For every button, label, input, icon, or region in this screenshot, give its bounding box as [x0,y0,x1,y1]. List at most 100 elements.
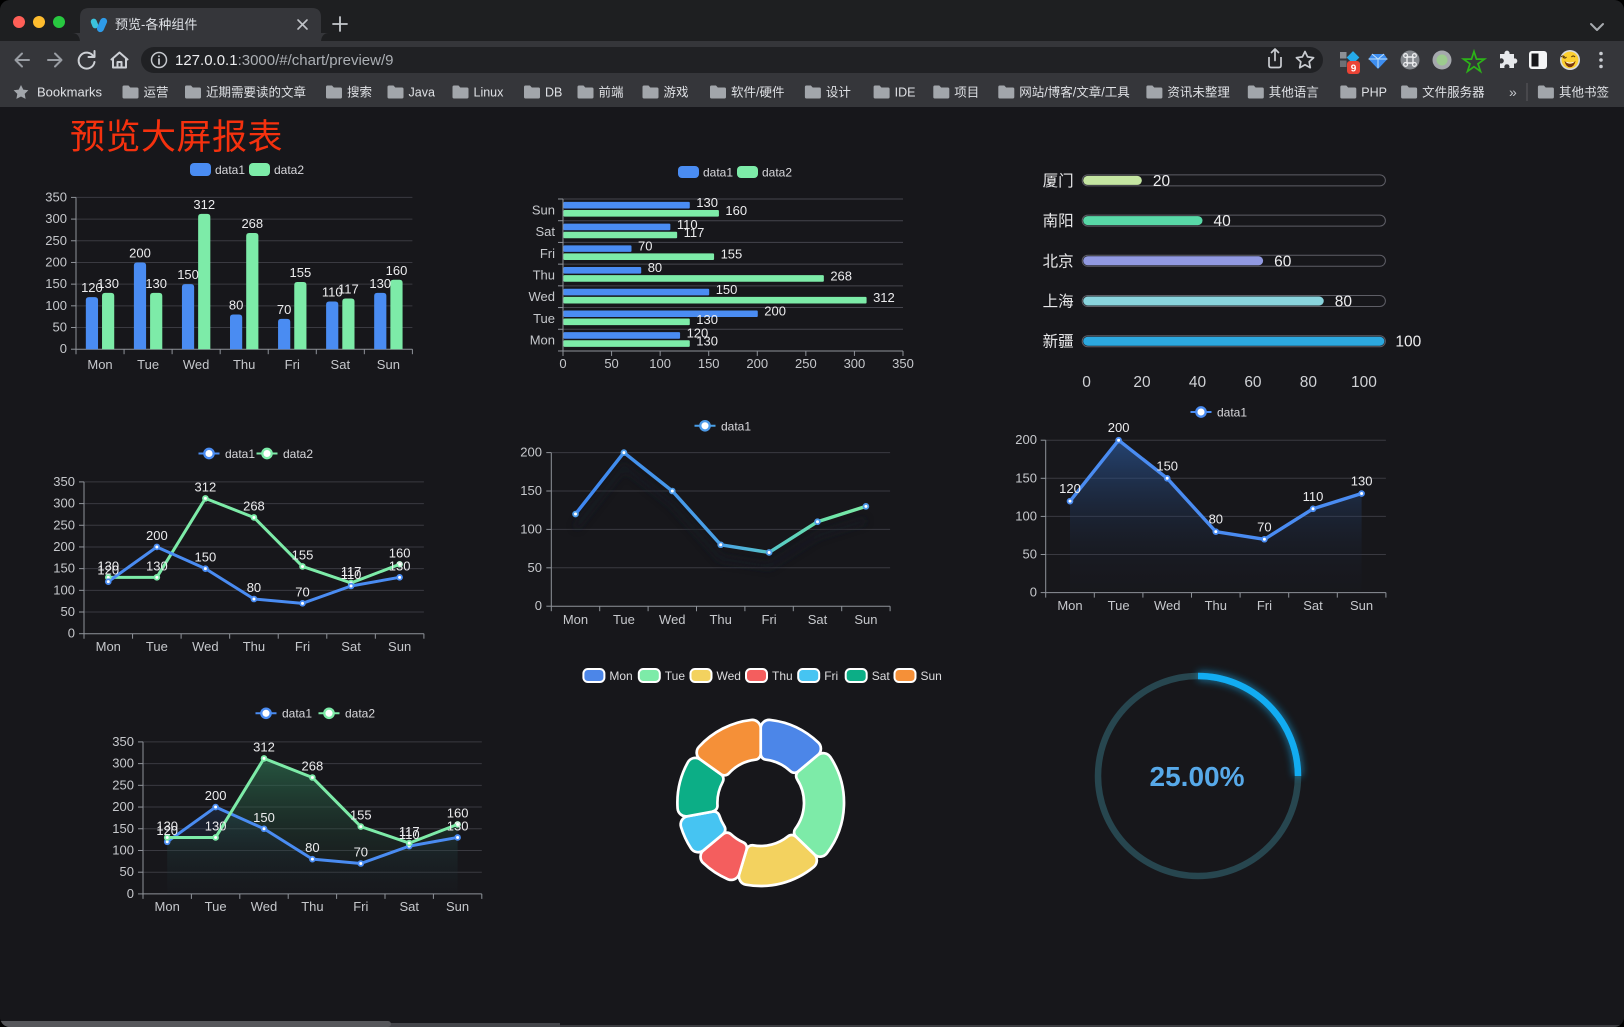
svg-text:110: 110 [322,284,343,299]
svg-text:游戏: 游戏 [664,86,689,100]
svg-text:50: 50 [604,356,618,371]
svg-text:268: 268 [243,498,265,513]
svg-text:data2: data2 [283,447,313,461]
svg-text:130: 130 [389,558,411,573]
svg-text:Wed: Wed [717,669,741,683]
svg-text:Fri: Fri [824,669,838,683]
svg-text:110: 110 [399,827,420,842]
svg-text:50: 50 [120,864,134,879]
svg-text:117: 117 [338,281,359,296]
svg-text:70: 70 [638,239,652,254]
svg-text:160: 160 [389,545,411,560]
svg-text:data1: data1 [721,419,751,433]
svg-text:268: 268 [302,759,324,774]
svg-text:Thu: Thu [709,612,731,627]
svg-text:50: 50 [53,320,67,335]
svg-text:117: 117 [684,225,705,240]
svg-text:Fri: Fri [353,899,368,914]
svg-text:150: 150 [112,821,134,836]
svg-text:130: 130 [205,818,227,833]
svg-text:80: 80 [1335,294,1353,311]
svg-text:Sun: Sun [854,612,877,627]
svg-text:Thu: Thu [243,639,265,654]
svg-text:0: 0 [68,626,75,641]
svg-text:200: 200 [764,304,786,319]
svg-text:Wed: Wed [192,639,219,654]
svg-text:文件服务器: 文件服务器 [1422,85,1485,100]
svg-text:DB: DB [545,86,562,100]
svg-text:117: 117 [399,824,420,839]
svg-text:130: 130 [369,276,391,291]
svg-text:data1: data1 [225,447,255,461]
svg-text:100: 100 [45,298,67,313]
svg-text:Java: Java [409,86,435,100]
svg-text:120: 120 [156,823,178,838]
svg-text:40: 40 [1189,374,1207,391]
svg-text:Mon: Mon [96,639,121,654]
svg-text:200: 200 [1015,432,1037,447]
svg-text:运营: 运营 [144,86,169,100]
svg-text:Wed: Wed [251,899,278,914]
svg-text:250: 250 [45,233,67,248]
svg-text:Sun: Sun [388,639,411,654]
svg-text:312: 312 [873,290,895,305]
svg-text:50: 50 [61,604,75,619]
svg-text:60: 60 [1244,374,1262,391]
svg-text:350: 350 [892,356,914,371]
svg-text:Tue: Tue [205,899,227,914]
svg-text:Thu: Thu [233,357,255,372]
svg-text:80: 80 [229,298,243,313]
svg-text:120: 120 [97,563,119,578]
svg-text:150: 150 [520,483,542,498]
svg-text:Sat: Sat [872,669,891,683]
svg-text:130: 130 [145,276,167,291]
svg-text:200: 200 [1108,420,1130,435]
svg-text:20: 20 [1153,173,1171,190]
svg-text:上海: 上海 [1043,293,1074,311]
svg-text:Sun: Sun [1350,598,1373,613]
svg-text:300: 300 [53,496,75,511]
svg-text:Tue: Tue [146,639,168,654]
svg-text:130: 130 [1351,474,1373,489]
svg-text:150: 150 [177,267,199,282]
svg-text:data1: data1 [215,163,245,177]
svg-text:Thu: Thu [301,899,323,914]
svg-text:0: 0 [1030,585,1037,600]
svg-text:155: 155 [721,247,743,262]
svg-text:Sat: Sat [341,639,361,654]
svg-text:Wed: Wed [183,357,210,372]
svg-text:150: 150 [1015,470,1037,485]
svg-text:250: 250 [112,777,134,792]
svg-text:130: 130 [146,558,168,573]
svg-text:Mon: Mon [1057,598,1082,613]
svg-text:Linux: Linux [474,86,505,100]
svg-text:155: 155 [290,265,312,280]
svg-text:Fri: Fri [1257,598,1272,613]
svg-text:130: 130 [696,333,718,348]
svg-text:项目: 项目 [954,86,979,100]
svg-text:150: 150 [1156,458,1178,473]
svg-text:20: 20 [1133,374,1151,391]
svg-text:0: 0 [535,598,542,613]
svg-text:80: 80 [247,580,261,595]
svg-text:150: 150 [698,356,720,371]
svg-text:Tue: Tue [613,612,635,627]
svg-text:200: 200 [53,539,75,554]
svg-text:Mon: Mon [609,669,632,683]
svg-text:200: 200 [45,254,67,269]
svg-text:130: 130 [97,276,119,291]
svg-text:100: 100 [1351,374,1377,391]
svg-text:160: 160 [725,203,747,218]
svg-text:Mon: Mon [87,357,112,372]
svg-text:近期需要读的文章: 近期需要读的文章 [206,85,306,100]
svg-text:Wed: Wed [1154,598,1181,613]
svg-text:0: 0 [1082,374,1091,391]
svg-text:130: 130 [696,195,718,210]
svg-text:155: 155 [350,808,372,823]
svg-text:130: 130 [696,312,718,327]
svg-text:70: 70 [354,845,368,860]
svg-text:110: 110 [677,217,698,232]
svg-text:200: 200 [746,356,768,371]
svg-text:110: 110 [341,567,362,582]
svg-text:300: 300 [45,211,67,226]
